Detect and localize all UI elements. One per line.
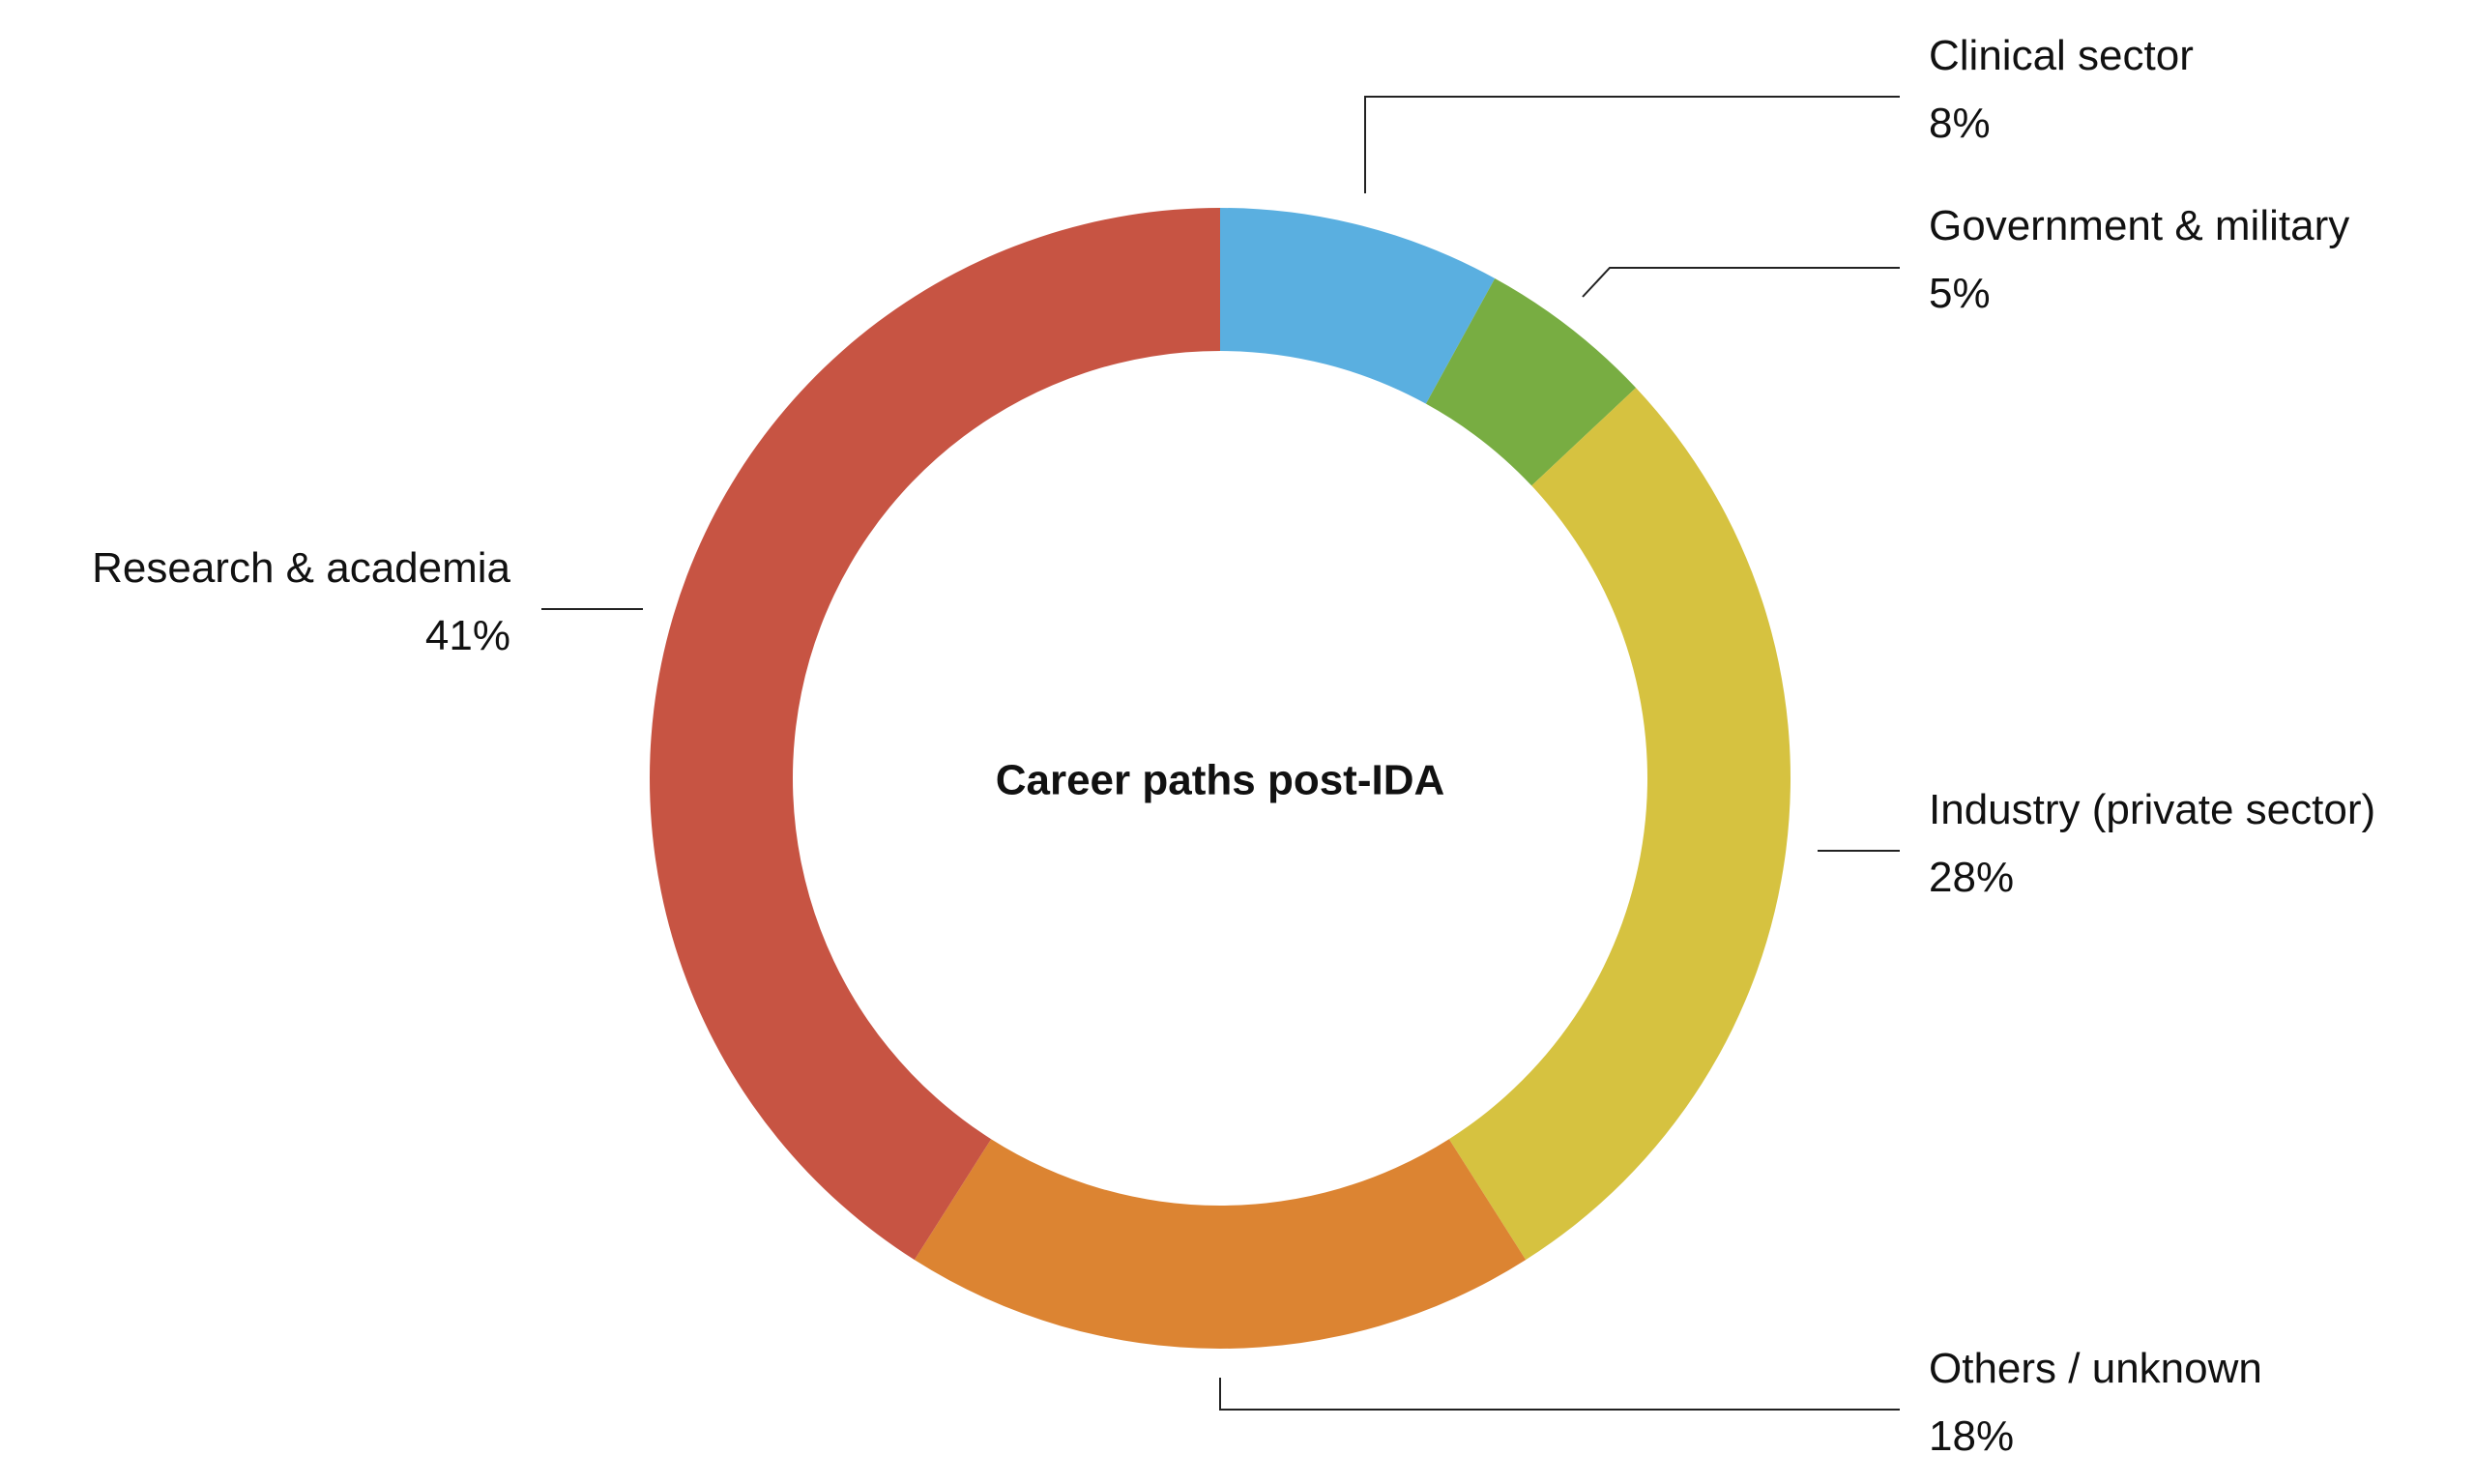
leader-line-others-unknown	[1219, 1378, 1900, 1411]
slice-clinical-sector	[1220, 208, 1496, 404]
value-label-industry-private-sector: 28%	[1929, 854, 2014, 901]
leader-lines	[541, 96, 1900, 1411]
label-government-and-military: Government & military	[1929, 202, 2349, 249]
leader-line-clinical-sector	[1364, 96, 1900, 193]
value-label-clinical-sector: 8%	[1929, 100, 1991, 147]
slice-government-and-military	[1425, 277, 1637, 486]
value-label-others-unknown: 18%	[1929, 1412, 2014, 1460]
leader-line-government-and-military	[1582, 267, 1900, 298]
label-industry-private-sector: Industry (private sector)	[1929, 786, 2375, 833]
slice-industry-private-sector	[1448, 388, 1791, 1261]
slice-labels: Clinical sector 8% Government & military 5%…	[92, 32, 2375, 1460]
value-label-research-and-academia: 41%	[425, 612, 510, 659]
value-label-government-and-military: 5%	[1929, 270, 1991, 317]
slice-research-and-academia	[650, 208, 1220, 1261]
slice-others-unknown	[914, 1139, 1527, 1349]
label-others-unknown: Others / unknown	[1929, 1345, 2262, 1392]
chart-title: Career paths post-IDA	[996, 757, 1445, 804]
label-clinical-sector: Clinical sector	[1929, 32, 2194, 79]
label-research-and-academia: Research & academia	[92, 544, 510, 592]
donut-slices	[650, 208, 1791, 1349]
